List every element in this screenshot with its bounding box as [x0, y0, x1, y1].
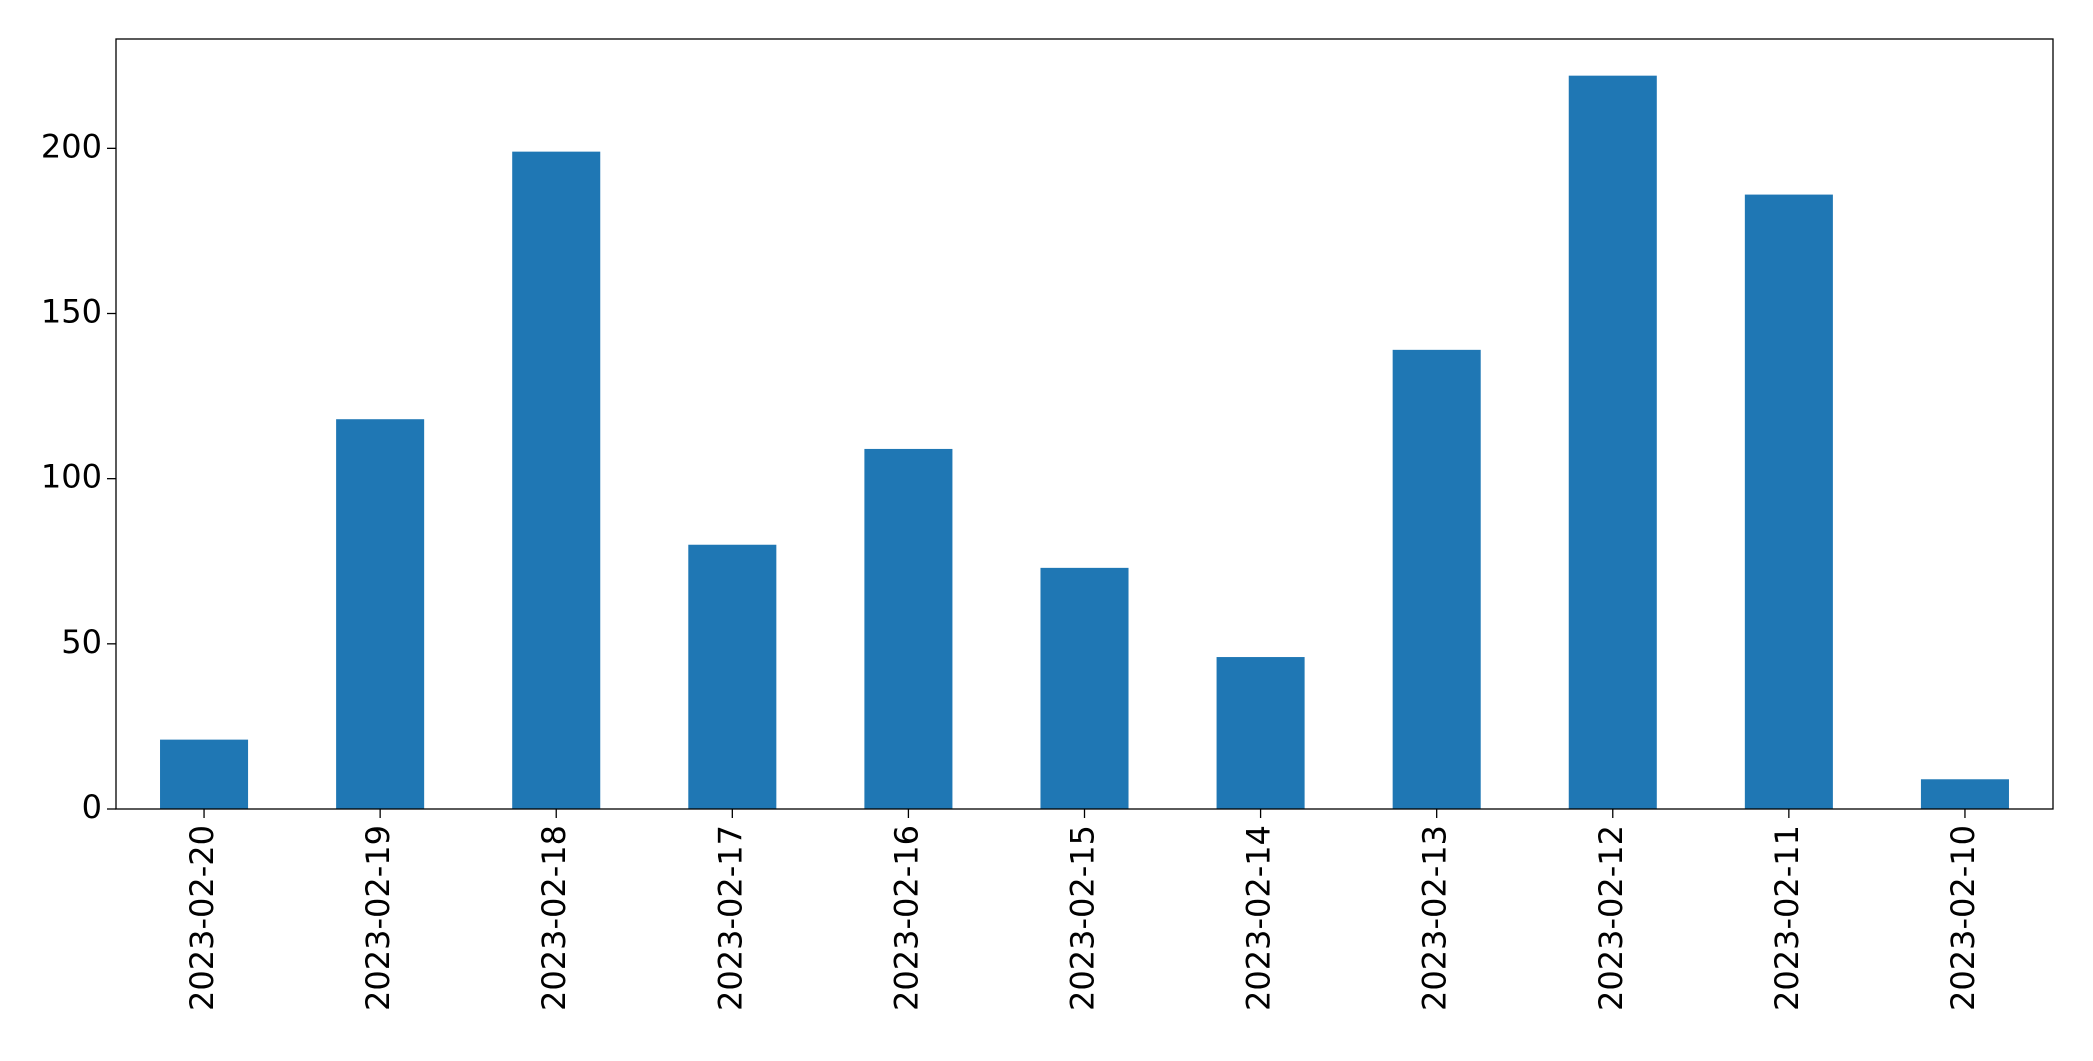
- x-tick-label: 2023-02-17: [711, 825, 749, 1011]
- y-tick-label: 0: [82, 788, 102, 826]
- y-tick-label: 150: [41, 293, 102, 331]
- bar: [1392, 349, 1481, 809]
- bar: [1040, 567, 1129, 809]
- bar: [1744, 194, 1833, 810]
- x-tick-label: 2023-02-11: [1768, 825, 1806, 1011]
- bar: [688, 544, 777, 809]
- plot-frame: [115, 38, 2054, 810]
- bar: [864, 448, 953, 809]
- bar: [512, 151, 601, 809]
- y-tick-label: 50: [61, 623, 102, 661]
- x-tick-label: 2023-02-19: [359, 825, 397, 1011]
- bar: [336, 419, 425, 809]
- x-tick-label: 2023-02-12: [1592, 825, 1630, 1011]
- x-tick-label: 2023-02-13: [1416, 825, 1454, 1011]
- x-tick-label: 2023-02-16: [887, 825, 925, 1011]
- bar: [1920, 779, 2009, 809]
- x-tick-label: 2023-02-20: [183, 825, 221, 1011]
- y-tick-label: 200: [41, 127, 102, 165]
- bar: [1568, 75, 1657, 809]
- y-tick-label: 100: [41, 458, 102, 496]
- x-tick-label: 2023-02-10: [1944, 825, 1982, 1011]
- bar: [160, 739, 249, 809]
- x-tick-label: 2023-02-14: [1240, 825, 1278, 1011]
- bar: [1216, 657, 1305, 809]
- x-tick-label: 2023-02-18: [535, 825, 573, 1011]
- x-tick-label: 2023-02-15: [1064, 825, 1102, 1011]
